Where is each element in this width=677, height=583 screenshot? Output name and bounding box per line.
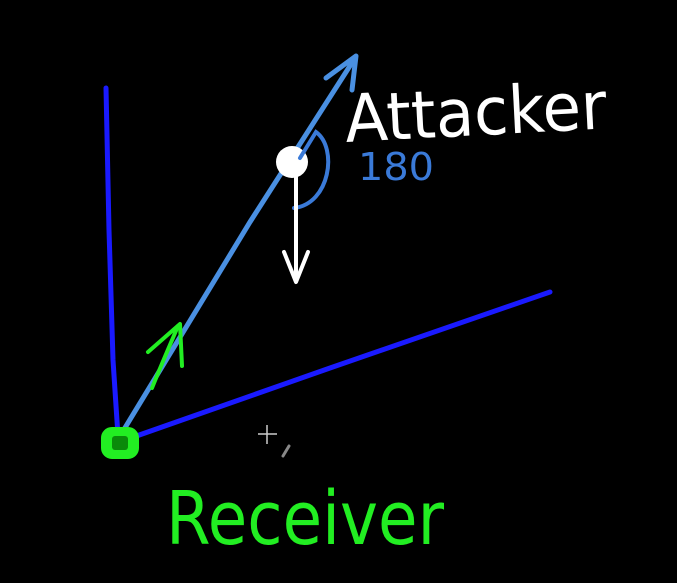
attacker-label: Attacker bbox=[343, 67, 609, 158]
rotation-arrowhead bbox=[146, 322, 184, 368]
down-arrowhead bbox=[282, 250, 310, 284]
ball bbox=[276, 146, 308, 178]
pen-mark bbox=[281, 444, 291, 458]
attack-vector-arrowhead bbox=[323, 53, 359, 93]
angle-label: 180 bbox=[358, 145, 434, 189]
receiver-marker-inner bbox=[112, 436, 128, 450]
right-field-line bbox=[122, 289, 553, 443]
crosshair-cursor-icon bbox=[258, 425, 277, 444]
left-field-line bbox=[103, 85, 121, 439]
receiver-label: Receiver bbox=[166, 476, 444, 562]
angle-arc bbox=[292, 129, 331, 210]
rotation-arrow bbox=[150, 324, 180, 390]
